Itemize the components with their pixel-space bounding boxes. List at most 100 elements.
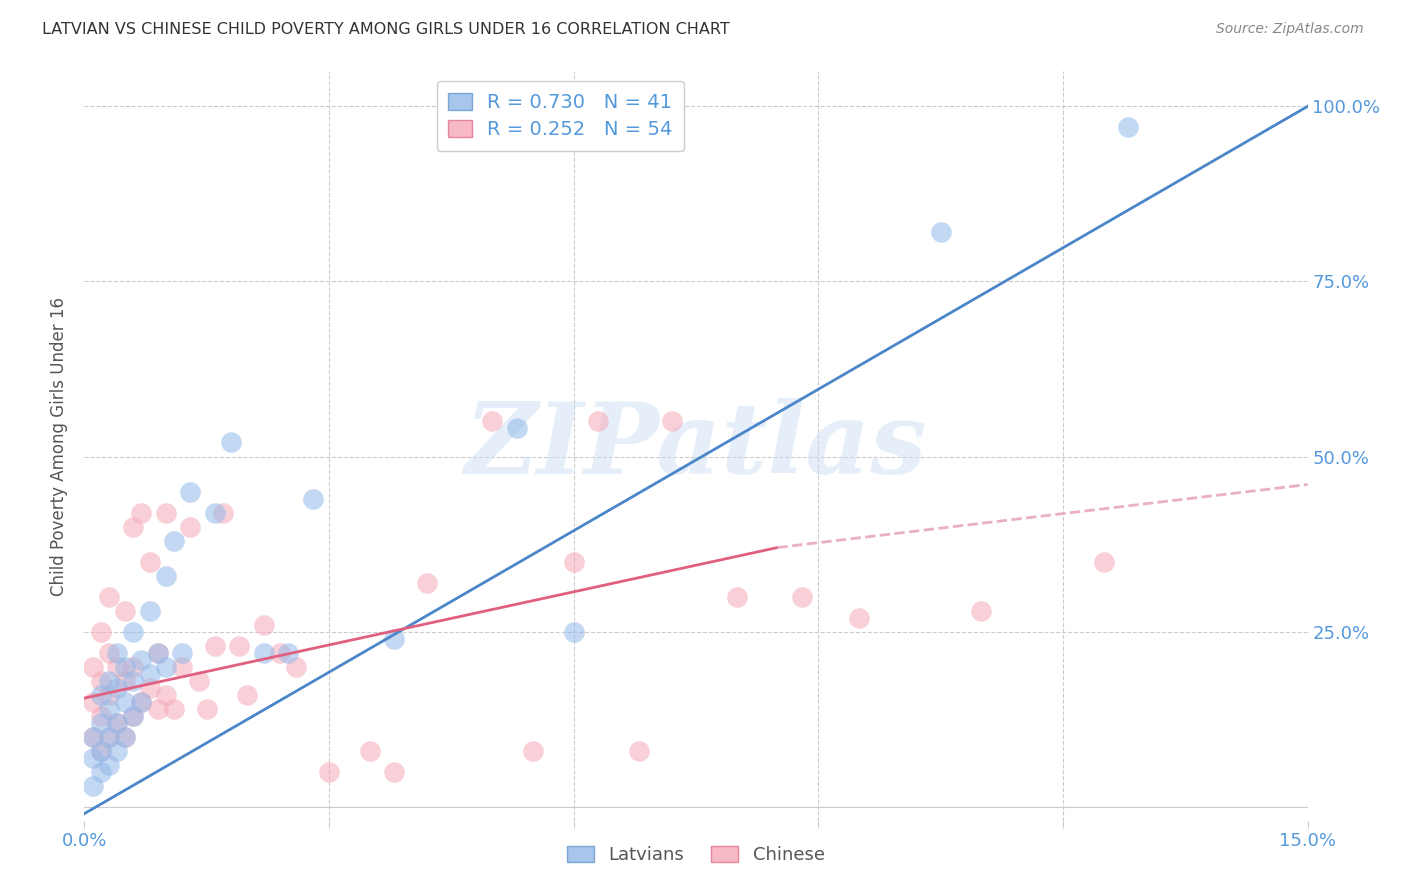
Point: [790, 590, 813, 604]
Point: [179, 519, 201, 533]
Point: [253, 646, 276, 660]
Point: [114, 673, 136, 688]
Point: [562, 624, 585, 639]
Point: [82, 730, 104, 744]
Point: [131, 695, 153, 709]
Point: [122, 673, 145, 688]
Point: [82, 695, 104, 709]
Point: [97, 673, 120, 688]
Point: [1116, 120, 1139, 135]
Point: [90, 743, 112, 757]
Point: [212, 506, 235, 520]
Point: [146, 701, 169, 715]
Point: [105, 715, 128, 730]
Point: [725, 590, 748, 604]
Point: [82, 750, 104, 764]
Point: [172, 646, 194, 660]
Point: [122, 624, 145, 639]
Point: [97, 730, 120, 744]
Text: ZIPatlas: ZIPatlas: [465, 398, 927, 494]
Point: [848, 610, 870, 624]
Point: [122, 708, 145, 723]
Point: [146, 646, 169, 660]
Point: [97, 688, 120, 702]
Point: [131, 695, 153, 709]
Point: [277, 646, 299, 660]
Legend: Latvians, Chinese: Latvians, Chinese: [560, 838, 832, 871]
Point: [82, 730, 104, 744]
Point: [179, 484, 201, 499]
Point: [481, 415, 503, 429]
Point: [970, 603, 993, 617]
Point: [82, 779, 104, 793]
Point: [90, 743, 112, 757]
Text: LATVIAN VS CHINESE CHILD POVERTY AMONG GIRLS UNDER 16 CORRELATION CHART: LATVIAN VS CHINESE CHILD POVERTY AMONG G…: [42, 22, 730, 37]
Point: [661, 415, 683, 429]
Point: [97, 730, 120, 744]
Point: [105, 715, 128, 730]
Point: [90, 688, 112, 702]
Point: [114, 730, 136, 744]
Point: [114, 603, 136, 617]
Point: [146, 646, 169, 660]
Point: [929, 226, 952, 240]
Point: [382, 632, 405, 646]
Point: [155, 506, 177, 520]
Point: [382, 764, 405, 779]
Point: [253, 617, 276, 632]
Point: [114, 659, 136, 673]
Point: [301, 491, 323, 506]
Point: [318, 764, 340, 779]
Point: [138, 666, 160, 681]
Point: [105, 743, 128, 757]
Point: [82, 659, 104, 673]
Point: [131, 506, 153, 520]
Point: [627, 743, 650, 757]
Point: [138, 555, 160, 569]
Point: [204, 506, 226, 520]
Y-axis label: Child Poverty Among Girls Under 16: Child Poverty Among Girls Under 16: [51, 296, 69, 596]
Point: [522, 743, 544, 757]
Point: [155, 688, 177, 702]
Point: [105, 646, 128, 660]
Point: [163, 701, 186, 715]
Point: [97, 701, 120, 715]
Point: [97, 757, 120, 772]
Point: [122, 708, 145, 723]
Point: [285, 659, 308, 673]
Point: [505, 421, 527, 435]
Point: [155, 568, 177, 582]
Point: [163, 533, 186, 548]
Point: [114, 695, 136, 709]
Point: [155, 659, 177, 673]
Point: [97, 646, 120, 660]
Point: [90, 673, 112, 688]
Point: [138, 681, 160, 695]
Point: [359, 743, 381, 757]
Point: [105, 659, 128, 673]
Point: [122, 519, 145, 533]
Text: Source: ZipAtlas.com: Source: ZipAtlas.com: [1216, 22, 1364, 37]
Point: [228, 639, 250, 653]
Point: [219, 435, 242, 450]
Point: [90, 708, 112, 723]
Point: [97, 590, 120, 604]
Point: [1092, 555, 1115, 569]
Point: [586, 415, 609, 429]
Point: [187, 673, 209, 688]
Point: [90, 764, 112, 779]
Point: [269, 646, 291, 660]
Point: [90, 624, 112, 639]
Point: [114, 730, 136, 744]
Point: [131, 652, 153, 666]
Point: [416, 575, 439, 590]
Point: [138, 603, 160, 617]
Point: [172, 659, 194, 673]
Point: [105, 681, 128, 695]
Point: [90, 715, 112, 730]
Point: [236, 688, 259, 702]
Point: [122, 659, 145, 673]
Point: [562, 555, 585, 569]
Point: [195, 701, 218, 715]
Point: [204, 639, 226, 653]
